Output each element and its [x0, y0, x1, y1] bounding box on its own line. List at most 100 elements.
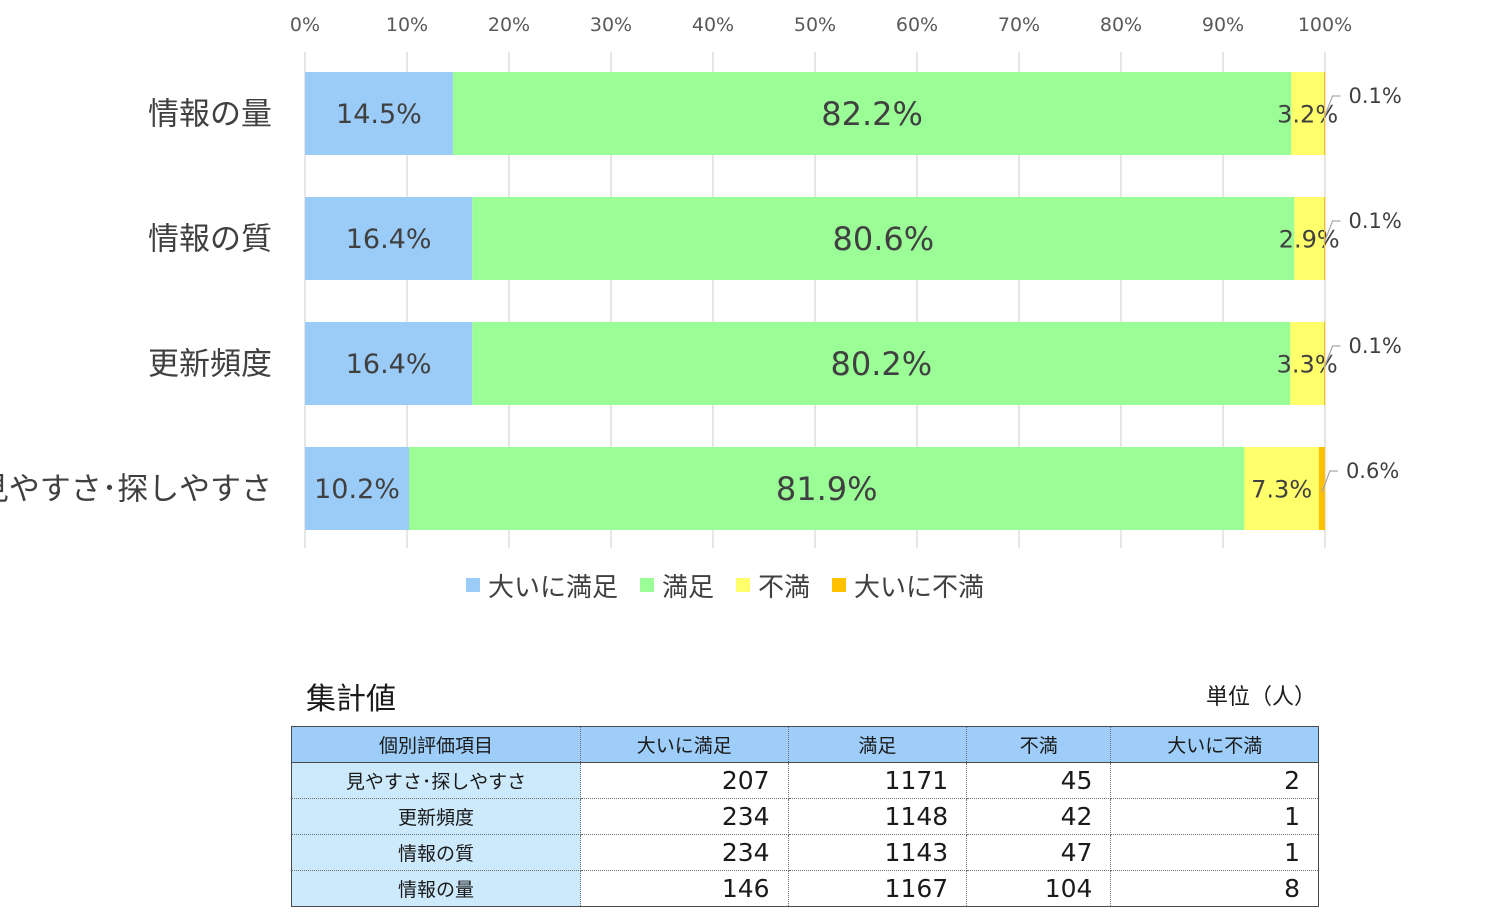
x-tick-label: 70% — [998, 14, 1040, 36]
row-label: 情報の量 — [291, 870, 581, 907]
category-label: 情報の質 — [148, 222, 272, 258]
cell-value: 207 — [580, 762, 789, 799]
data-label: 16.4% — [346, 224, 432, 255]
row-label: 見やすさ･探しやすさ — [291, 762, 581, 799]
data-label: 0.1% — [1348, 84, 1401, 108]
legend-item: 不満 — [736, 567, 810, 604]
data-label: 80.6% — [833, 220, 935, 258]
header-item: 個別評価項目 — [291, 726, 581, 763]
chart-legend: 大いに満足 満足 不満 大いに不満 — [466, 567, 1006, 604]
legend-swatch — [640, 578, 655, 592]
bar-segment — [409, 447, 1245, 530]
bar-segment — [1318, 447, 1325, 530]
bar-segment — [305, 322, 473, 405]
stacked-bar-chart: 0% 10% 20% 30% 40% 50% 60% 70% 80% 90% 100% 14.5% 8… — [0, 14, 1402, 548]
x-tick-label: 20% — [488, 14, 530, 36]
x-tick-label: 10% — [386, 14, 428, 36]
x-tick-label: 0% — [290, 14, 320, 36]
category-label: 更新頻度 — [148, 347, 272, 383]
counts-table: 個別評価項目 大いに満足 満足 不満 大いに不満 見やすさ･探しやすさ 207 … — [291, 726, 1319, 907]
bar-segment — [452, 72, 1292, 155]
legend-item: 大いに満足 — [466, 567, 618, 604]
bar-segment — [1290, 322, 1324, 405]
legend-label: 不満 — [758, 572, 811, 603]
bar-segment — [1294, 197, 1324, 280]
cell-value: 104 — [966, 870, 1112, 907]
leader-line — [1323, 95, 1341, 118]
leader-line — [1321, 470, 1338, 493]
cell-value: 8 — [1110, 870, 1319, 907]
row-label: 情報の質 — [291, 834, 581, 871]
table-title: 集計値 — [306, 682, 396, 717]
cell-value: 1 — [1110, 798, 1319, 835]
x-tick-label: 40% — [692, 14, 734, 36]
bar-segment — [472, 322, 1291, 405]
legend-label: 満足 — [662, 572, 715, 603]
data-label: 80.2% — [830, 345, 932, 383]
x-tick-label: 60% — [896, 14, 938, 36]
legend-swatch — [832, 578, 847, 592]
bar-segment — [305, 447, 410, 530]
data-label: 2.9% — [1279, 226, 1340, 254]
cell-value: 47 — [966, 834, 1112, 871]
cell-value: 1 — [1110, 834, 1319, 871]
category-label: 見やすさ･探しやすさ — [0, 472, 272, 508]
header-satisfied: 満足 — [787, 726, 968, 763]
leader-line — [1323, 220, 1341, 243]
table-header-row: 個別評価項目 大いに満足 満足 不満 大いに不満 — [291, 726, 1319, 763]
cell-value: 2 — [1110, 762, 1319, 799]
data-label: 0.1% — [1348, 209, 1401, 233]
bar-segment — [1291, 72, 1324, 155]
cell-value: 1171 — [787, 762, 968, 799]
table-row: 見やすさ･探しやすさ 207 1171 45 2 — [291, 762, 1319, 799]
bar-segment — [1323, 72, 1325, 155]
data-label: 0.6% — [1346, 459, 1399, 483]
bar-segment — [305, 72, 453, 155]
table-row: 情報の質 234 1143 47 1 — [291, 834, 1319, 871]
data-label: 3.3% — [1277, 351, 1338, 379]
data-label: 81.9% — [776, 470, 878, 508]
bar-segment — [1323, 197, 1325, 280]
header-dissatisfied: 不満 — [966, 726, 1112, 763]
x-tick-label: 80% — [1100, 14, 1142, 36]
bar-segment — [472, 197, 1295, 280]
legend-swatch — [466, 578, 480, 592]
data-label: 7.3% — [1251, 476, 1312, 504]
table-unit: 単位（人） — [1205, 685, 1316, 710]
legend-item: 大いに不満 — [832, 567, 984, 604]
cell-value: 234 — [580, 834, 789, 871]
row-label: 更新頻度 — [291, 798, 581, 835]
x-tick-label: 30% — [590, 14, 632, 36]
data-label: 3.2% — [1277, 101, 1338, 129]
data-label: 14.5% — [336, 99, 422, 130]
leader-line — [1323, 345, 1341, 368]
data-label: 0.1% — [1348, 334, 1401, 358]
category-label: 情報の量 — [148, 97, 272, 133]
header-very-dissatisfied: 大いに不満 — [1110, 726, 1319, 763]
data-label: 16.4% — [346, 349, 432, 380]
header-very-satisfied: 大いに満足 — [580, 726, 789, 763]
cell-value: 1148 — [787, 798, 968, 835]
cell-value: 42 — [966, 798, 1112, 835]
cell-value: 1167 — [787, 870, 968, 907]
x-tick-label: 90% — [1202, 14, 1244, 36]
chart-bars: 14.5% 82.2% 3.2% 0.1% 16.4% 80.6% 2.9% 0.1% 16.4… — [305, 72, 1402, 530]
cell-value: 45 — [966, 762, 1112, 799]
data-label: 10.2% — [314, 474, 400, 505]
x-axis-tick-labels: 0% 10% 20% 30% 40% 50% 60% 70% 80% 90% 100% — [290, 14, 1352, 36]
bar-segment — [1244, 447, 1319, 530]
cell-value: 146 — [580, 870, 789, 907]
legend-swatch — [736, 578, 751, 592]
legend-item: 満足 — [640, 567, 714, 604]
x-tick-label: 50% — [794, 14, 836, 36]
cell-value: 1143 — [787, 834, 968, 871]
bar-segment — [1323, 322, 1325, 405]
table-row: 情報の量 146 1167 104 8 — [291, 870, 1319, 907]
legend-label: 大いに不満 — [854, 572, 985, 603]
cell-value: 234 — [580, 798, 789, 835]
table-row: 更新頻度 234 1148 42 1 — [291, 798, 1319, 835]
x-tick-label: 100% — [1298, 14, 1352, 36]
legend-label: 大いに満足 — [488, 572, 619, 603]
bar-segment — [305, 197, 473, 280]
